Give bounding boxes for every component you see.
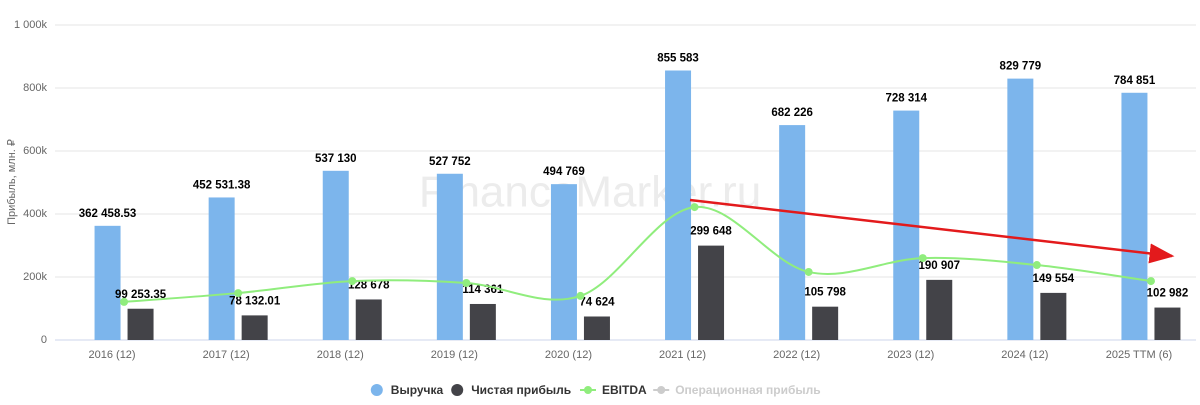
legend-marker	[584, 386, 592, 394]
legend-item[interactable]: Выручка	[370, 383, 444, 397]
x-tick-label: 2020 (12)	[545, 349, 592, 361]
value-label: 829 779	[1000, 61, 1042, 73]
bar	[1121, 92, 1148, 340]
legend-label: Выручка	[391, 383, 444, 397]
bar	[469, 303, 496, 340]
bar	[436, 173, 463, 340]
x-tick-label: 2019 (12)	[431, 349, 478, 361]
y-tick-label: 0	[41, 334, 47, 346]
y-tick-label: 200k	[23, 271, 47, 283]
legend-marker	[657, 386, 666, 394]
plot-area: 0 200k 400k 600k 800k 1 000k 2016 (12) 2017 (12…	[14, 19, 1196, 361]
x-tick-label: 2016 (12)	[89, 349, 136, 361]
bar	[550, 184, 577, 340]
legend-item[interactable]: Чистая прибыль	[451, 383, 571, 397]
bar	[1040, 292, 1067, 340]
y-tick-label: 1 000k	[14, 19, 48, 31]
y-tick-label: 800k	[23, 82, 47, 94]
point	[234, 289, 243, 298]
value-label: 537 130	[315, 153, 357, 165]
bar	[1007, 78, 1034, 340]
x-tick-label: 2018 (12)	[317, 349, 364, 361]
legend-marker	[370, 384, 383, 396]
point	[576, 291, 585, 300]
bar	[322, 170, 349, 340]
value-label: 299 648	[690, 226, 732, 238]
value-label: 682 226	[771, 107, 813, 119]
value-label: 105 798	[804, 287, 846, 299]
point	[918, 254, 927, 263]
point	[120, 297, 129, 306]
bar	[665, 70, 692, 340]
x-tick-label: 2025 TTM (6)	[1106, 349, 1172, 361]
y-axis-title: Прибыль, млн. ₽	[6, 139, 18, 225]
bar	[1154, 307, 1181, 340]
bar	[94, 225, 121, 340]
legend-item[interactable]: EBITDA	[580, 383, 647, 397]
x-tick-label: 2023 (12)	[887, 349, 934, 361]
y-tick-label: 600k	[23, 145, 47, 157]
value-label: 728 314	[885, 93, 927, 105]
x-tick-label: 2021 (12)	[659, 349, 706, 361]
value-label: 784 851	[1114, 75, 1156, 87]
value-label: 128 678	[348, 279, 390, 291]
value-label: 149 554	[1033, 273, 1075, 285]
bar	[208, 197, 235, 340]
value-label: 190 907	[918, 260, 960, 272]
bar	[355, 299, 382, 340]
x-tick-label: 2024 (12)	[1001, 349, 1048, 361]
value-label: 452 531.38	[193, 179, 251, 191]
value-label: 78 132.01	[229, 295, 281, 307]
legend-item[interactable]: Операционная прибыль	[653, 383, 821, 397]
legend-label: Операционная прибыль	[675, 383, 820, 397]
value-label: 494 769	[543, 166, 585, 178]
bar	[779, 125, 806, 340]
point	[1032, 261, 1041, 270]
value-label: 855 583	[657, 53, 699, 65]
trend-arrow	[689, 198, 1175, 264]
point	[1146, 277, 1155, 286]
legend-label: EBITDA	[602, 383, 647, 397]
value-label: 362 458.53	[79, 208, 137, 220]
bar	[812, 306, 839, 340]
point	[348, 277, 357, 286]
value-label: 99 253.35	[115, 289, 167, 301]
point	[804, 267, 813, 276]
bar	[926, 279, 953, 340]
bar	[583, 316, 610, 340]
watermark: FinanceMarker.ru	[419, 168, 761, 217]
bar	[241, 315, 268, 340]
y-tick-label: 400k	[23, 208, 47, 220]
value-label: 527 752	[429, 156, 471, 168]
value-label: 74 624	[579, 297, 615, 309]
legend-marker	[451, 384, 464, 396]
legend-label: Чистая прибыль	[471, 383, 571, 397]
line	[123, 206, 1152, 303]
bar	[698, 245, 725, 340]
point	[690, 203, 699, 212]
value-label: 102 982	[1147, 288, 1189, 300]
x-tick-label: 2017 (12)	[203, 349, 250, 361]
bar	[127, 308, 154, 340]
x-tick-label: 2022 (12)	[773, 349, 820, 361]
point	[462, 278, 471, 287]
